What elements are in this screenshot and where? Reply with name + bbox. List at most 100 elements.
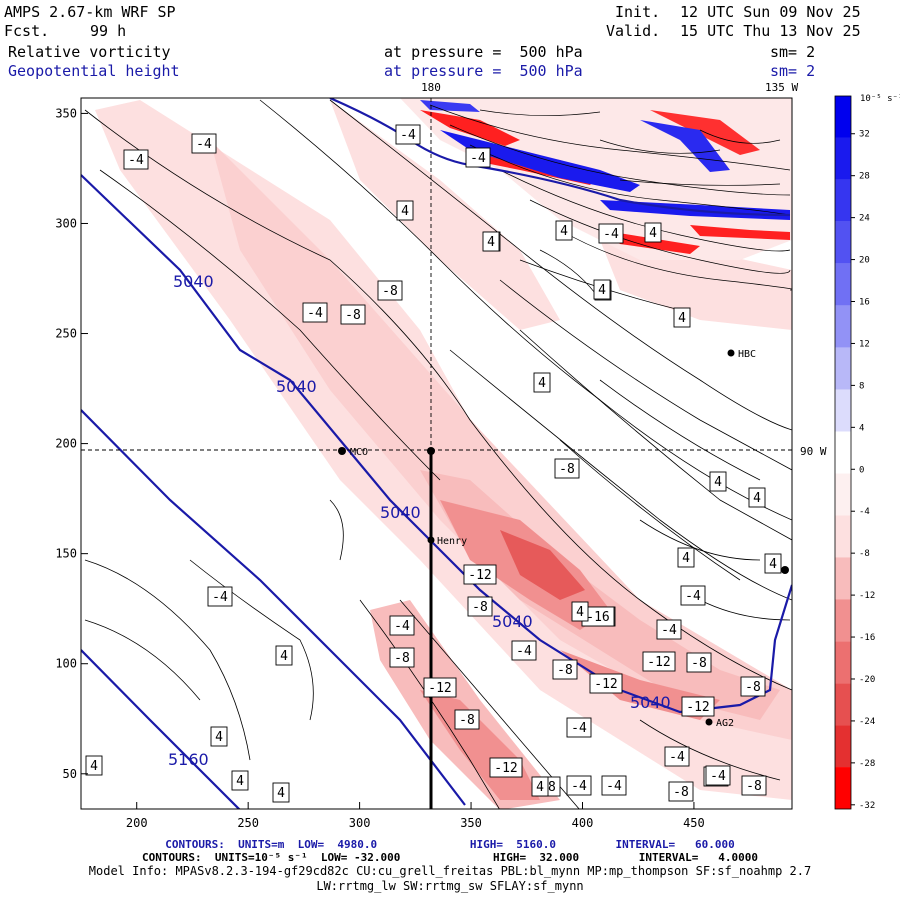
vorticity-fill-layer bbox=[95, 98, 792, 809]
y-tick-label: 350 bbox=[55, 106, 77, 120]
colorbar-tick-label: 8 bbox=[859, 381, 864, 391]
model-title: AMPS 2.67-km WRF SP bbox=[4, 3, 176, 21]
x-tick-label: 400 bbox=[572, 816, 594, 830]
x-tick-label: 250 bbox=[237, 816, 259, 830]
vorticity-box-label: -4 bbox=[389, 615, 415, 636]
station-dot bbox=[338, 447, 346, 455]
x-tick-label: 200 bbox=[126, 816, 148, 830]
svg-text:4: 4 bbox=[714, 475, 722, 490]
neg-vort-core bbox=[560, 650, 720, 720]
svg-text:-4: -4 bbox=[470, 151, 486, 166]
y-tick-label: 50 bbox=[63, 767, 77, 781]
colorbar-tick-label: 32 bbox=[859, 130, 870, 140]
vorticity-box-label: -12 bbox=[642, 651, 676, 672]
y-tick-label: 250 bbox=[55, 327, 77, 341]
svg-text:-4: -4 bbox=[606, 779, 622, 794]
colorbar-tick-label: -4 bbox=[859, 507, 870, 517]
svg-text:-8: -8 bbox=[673, 785, 689, 800]
svg-text:-4: -4 bbox=[685, 589, 701, 604]
neg-vort-core bbox=[500, 530, 585, 600]
colorbar-tick-label: 0 bbox=[859, 465, 864, 475]
latlon-grid bbox=[81, 98, 792, 451]
y-tick-label: 100 bbox=[55, 657, 77, 671]
vorticity-box-label: -4 bbox=[601, 775, 627, 796]
colorbar-swatch bbox=[835, 557, 851, 600]
colorbar-swatch bbox=[835, 683, 851, 726]
svg-text:-4: -4 bbox=[710, 769, 726, 784]
colorbar-swatch bbox=[835, 431, 851, 474]
colorbar-swatch bbox=[835, 347, 851, 390]
vorticity-box-label: -12 bbox=[463, 564, 497, 585]
field2-name: Geopotential height bbox=[8, 62, 180, 80]
vorticity-box-label: -8 bbox=[741, 775, 767, 796]
vorticity-box-label: -8 bbox=[340, 304, 366, 325]
vorticity-box-label: -8 bbox=[686, 652, 712, 673]
colorbar-swatch bbox=[835, 767, 851, 809]
colorbar-tick-label: 12 bbox=[859, 339, 870, 349]
blue-streak bbox=[640, 120, 730, 172]
svg-text:-8: -8 bbox=[557, 663, 573, 678]
vorticity-box-label: -4 bbox=[598, 223, 624, 244]
lon-label-135w: 135 W bbox=[765, 81, 798, 94]
lon-label-90w: 90 W bbox=[800, 445, 827, 458]
station-dot bbox=[427, 447, 435, 455]
colorbar-swatch bbox=[835, 305, 851, 348]
svg-text:-4: -4 bbox=[603, 227, 619, 242]
height-contour-5100 bbox=[81, 409, 466, 806]
colorbar-swatch bbox=[835, 137, 851, 180]
field2-sm: sm= 2 bbox=[770, 62, 816, 80]
svg-text:-4: -4 bbox=[571, 721, 587, 736]
svg-text:-4: -4 bbox=[212, 590, 228, 605]
vorticity-box-label: -8 bbox=[740, 676, 766, 697]
vorticity-box-label: -12 bbox=[423, 677, 457, 698]
svg-text:4: 4 bbox=[90, 759, 98, 774]
svg-text:-16: -16 bbox=[586, 610, 609, 625]
vorticity-box-label: -12 bbox=[489, 757, 523, 778]
vorticity-box-label: -4 bbox=[302, 302, 328, 323]
x-axis: 200 250 300 350 400 450 bbox=[126, 802, 705, 830]
colorbar-tick-label: -12 bbox=[859, 591, 875, 601]
x-tick-label: 300 bbox=[349, 816, 371, 830]
y-axis: 50 100 150 200 250 300 350 bbox=[55, 106, 88, 781]
colorbar-tick-label: -28 bbox=[859, 759, 875, 769]
forecast-hours: 99 h bbox=[90, 22, 127, 40]
vorticity-box-label: 4 bbox=[275, 645, 293, 666]
x-tick-label: 450 bbox=[683, 816, 705, 830]
colorbar-tick-label: 4 bbox=[859, 423, 864, 433]
vorticity-box-label: -16 bbox=[581, 606, 615, 627]
vorticity-box-label: 4 bbox=[396, 200, 414, 221]
colorbar-tick-label: 20 bbox=[859, 256, 870, 266]
colorbar-swatch bbox=[835, 473, 851, 516]
svg-text:4: 4 bbox=[769, 557, 777, 572]
height-label: 5040 bbox=[173, 272, 214, 291]
plot-frame bbox=[80, 97, 793, 810]
vorticity-box-label: -4 bbox=[656, 619, 682, 640]
colorbar-tick-label: 16 bbox=[859, 298, 870, 308]
colorbar: 32 28 24 20 16 12 8 4 0 -4 -8 -12 -16 -20 -24 -28 -32 bbox=[834, 95, 875, 811]
footer-height-info: CONTOURS: UNITS=m LOW= 4980.0 HIGH= 5160… bbox=[165, 838, 735, 851]
svg-text:-4: -4 bbox=[661, 623, 677, 638]
vorticity-box-label: 4 bbox=[644, 222, 662, 243]
vorticity-box-label: -4 bbox=[566, 775, 592, 796]
vorticity-box-label: -4 bbox=[566, 717, 592, 738]
colorbar-swatch bbox=[835, 599, 851, 642]
height-label: 5040 bbox=[380, 503, 421, 522]
colorbar-swatch bbox=[835, 96, 851, 138]
svg-text:-8: -8 bbox=[472, 600, 488, 615]
height-contour-5160 bbox=[81, 649, 241, 809]
svg-text:-4: -4 bbox=[394, 619, 410, 634]
svg-text:-4: -4 bbox=[400, 128, 416, 143]
field1-name: Relative vorticity bbox=[8, 43, 171, 61]
svg-text:-12: -12 bbox=[686, 700, 709, 715]
red-streak bbox=[690, 225, 790, 240]
svg-text:-4: -4 bbox=[128, 153, 144, 168]
station-label-ag2: AG2 bbox=[716, 718, 734, 729]
vorticity-box-label: -8 bbox=[552, 659, 578, 680]
svg-text:4: 4 bbox=[215, 730, 223, 745]
vorticity-box-label: -4 bbox=[680, 585, 706, 606]
blue-streak bbox=[420, 100, 480, 112]
y-tick-label: 300 bbox=[55, 216, 77, 230]
station-dot bbox=[781, 566, 789, 574]
colorbar-swatch bbox=[835, 263, 851, 306]
station-label-mco: MCO bbox=[350, 447, 368, 458]
